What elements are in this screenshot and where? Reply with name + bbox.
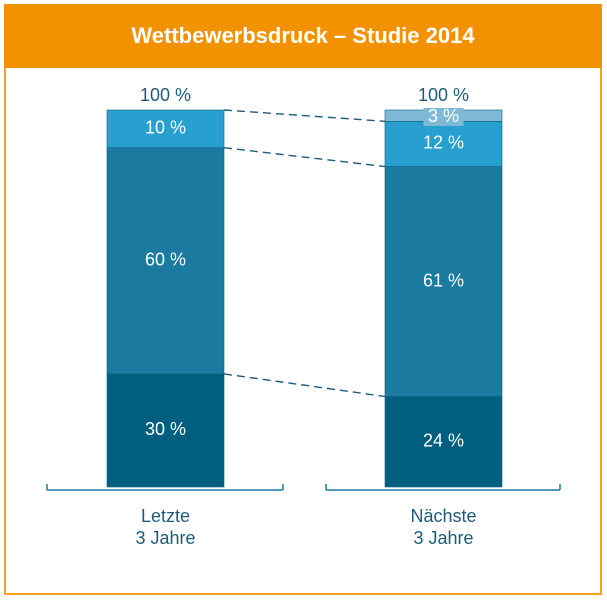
bar-label-segment-upper-2: 12 %	[423, 133, 464, 153]
connector-line-2	[223, 147, 386, 168]
category-label-line2-2: 3 Jahre	[413, 528, 473, 548]
bar-label-segment-middle-1: 60 %	[145, 250, 186, 270]
bar-segment-bottom-2	[384, 396, 503, 488]
bar-segment-upper-2	[384, 121, 503, 167]
chart-title: Wettbewerbsdruck – Studie 2014	[4, 4, 602, 68]
chart-frame	[4, 4, 602, 595]
bar-label-segment-bottom-1: 30 %	[145, 419, 186, 439]
bar-top-label-box-2	[423, 108, 464, 126]
bar-segment-middle-2	[384, 166, 503, 397]
bar-segment-middle-1	[106, 147, 225, 375]
bar-segment-upper-1	[106, 109, 225, 149]
connector-line-3	[223, 109, 386, 123]
bar-label-segment-top-2: 3 %	[428, 106, 459, 126]
bar-total-label-1: 100 %	[140, 85, 191, 105]
bar-segment-bottom-1	[106, 373, 225, 488]
connector-line-1	[223, 373, 386, 398]
bar-label-segment-middle-2: 61 %	[423, 270, 464, 290]
bar-label-segment-upper-1: 10 %	[145, 118, 186, 138]
bar-label-segment-bottom-2: 24 %	[423, 431, 464, 451]
bar-total-label-2: 100 %	[418, 85, 469, 105]
category-label-line1-1: Letzte	[141, 506, 190, 526]
category-label-line1-2: Nächste	[410, 506, 476, 526]
category-label-line2-1: 3 Jahre	[135, 528, 195, 548]
